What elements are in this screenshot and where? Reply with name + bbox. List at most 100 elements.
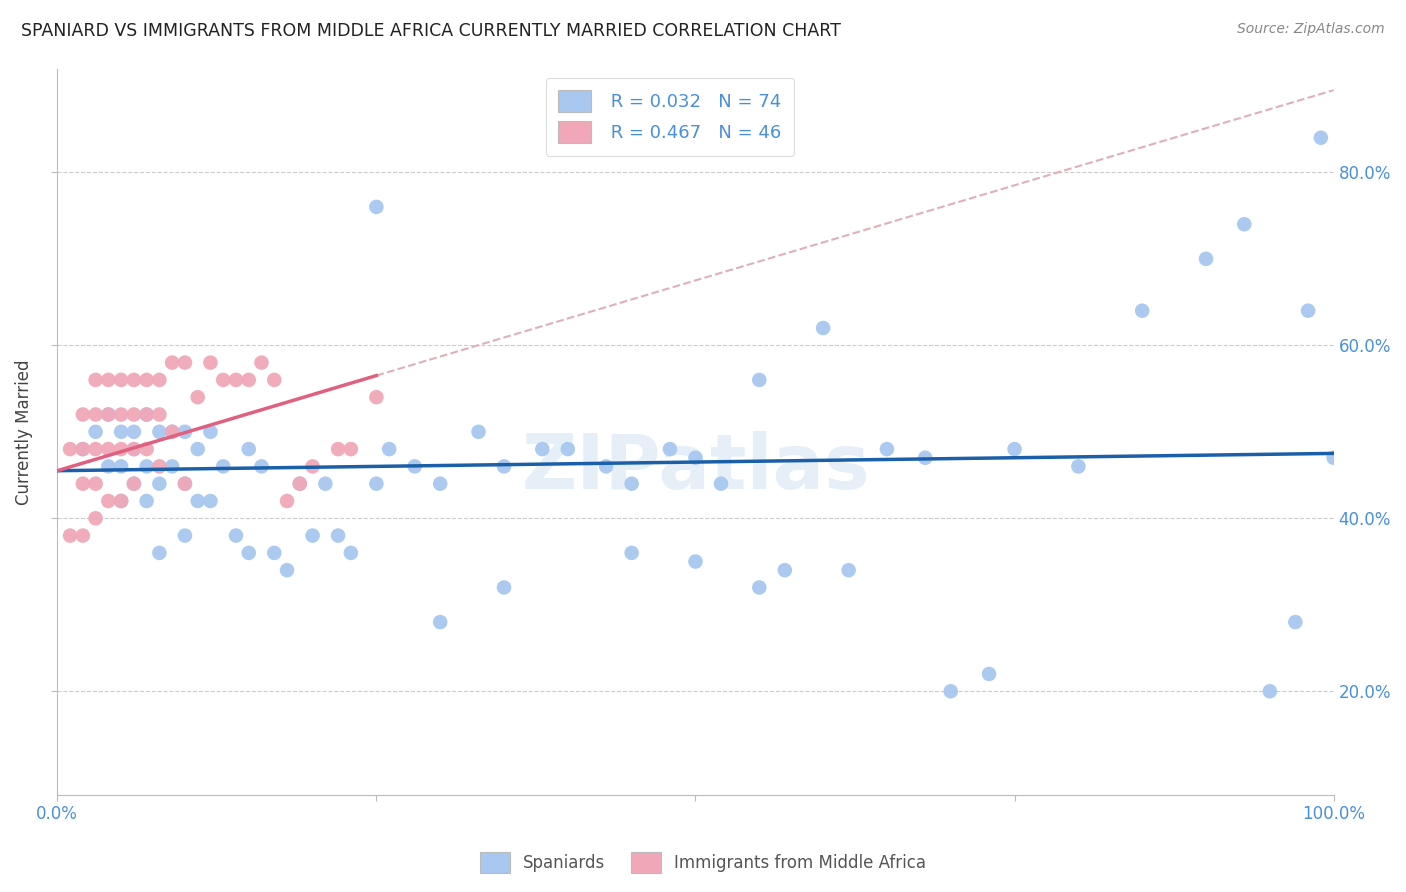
Point [250, 355, 273, 369]
Point [110, 459, 132, 474]
Point [314, 476, 336, 491]
Point [1258, 684, 1281, 698]
Point [174, 528, 197, 542]
Point [84, 442, 107, 456]
Point [1284, 615, 1306, 629]
Legend:  R = 0.032   N = 74,  R = 0.467   N = 46: R = 0.032 N = 74, R = 0.467 N = 46 [546, 78, 794, 156]
Point [1195, 252, 1218, 266]
Point [122, 373, 145, 387]
Point [122, 425, 145, 439]
Point [72, 408, 94, 422]
Point [200, 355, 222, 369]
Point [148, 476, 170, 491]
Point [187, 494, 209, 508]
Point [200, 425, 222, 439]
Point [174, 355, 197, 369]
Point [366, 476, 388, 491]
Point [72, 528, 94, 542]
Point [72, 476, 94, 491]
Point [97, 442, 120, 456]
Point [685, 555, 707, 569]
Point [429, 615, 451, 629]
Point [135, 408, 157, 422]
Point [97, 373, 120, 387]
Point [378, 442, 401, 456]
Point [492, 459, 515, 474]
Point [148, 408, 170, 422]
Point [1296, 303, 1319, 318]
Point [110, 408, 132, 422]
Point [557, 442, 579, 456]
Point [977, 667, 1000, 681]
Point [838, 563, 860, 577]
Point [238, 546, 260, 560]
Point [174, 425, 197, 439]
Point [404, 459, 426, 474]
Y-axis label: Currently Married: Currently Married [15, 359, 32, 505]
Point [1067, 459, 1090, 474]
Point [467, 425, 489, 439]
Point [212, 373, 235, 387]
Point [366, 200, 388, 214]
Point [97, 494, 120, 508]
Point [620, 476, 643, 491]
Point [135, 442, 157, 456]
Text: ZIPatlas: ZIPatlas [522, 431, 870, 505]
Point [122, 476, 145, 491]
Point [250, 459, 273, 474]
Point [288, 476, 311, 491]
Point [225, 373, 247, 387]
Point [110, 373, 132, 387]
Point [939, 684, 962, 698]
Point [225, 528, 247, 542]
Point [97, 408, 120, 422]
Point [263, 546, 285, 560]
Point [160, 425, 183, 439]
Text: Source: ZipAtlas.com: Source: ZipAtlas.com [1237, 22, 1385, 37]
Point [326, 528, 349, 542]
Legend: Spaniards, Immigrants from Middle Africa: Spaniards, Immigrants from Middle Africa [474, 846, 932, 880]
Point [110, 494, 132, 508]
Point [276, 563, 298, 577]
Point [263, 373, 285, 387]
Point [531, 442, 554, 456]
Point [110, 494, 132, 508]
Point [97, 459, 120, 474]
Point [1004, 442, 1026, 456]
Point [301, 459, 323, 474]
Point [366, 390, 388, 404]
Point [122, 442, 145, 456]
Point [148, 373, 170, 387]
Point [72, 442, 94, 456]
Point [187, 442, 209, 456]
Point [110, 425, 132, 439]
Point [1309, 130, 1331, 145]
Point [148, 459, 170, 474]
Point [174, 476, 197, 491]
Point [135, 459, 157, 474]
Point [59, 528, 82, 542]
Point [110, 442, 132, 456]
Point [122, 442, 145, 456]
Point [160, 459, 183, 474]
Text: SPANIARD VS IMMIGRANTS FROM MIDDLE AFRICA CURRENTLY MARRIED CORRELATION CHART: SPANIARD VS IMMIGRANTS FROM MIDDLE AFRIC… [21, 22, 841, 40]
Point [187, 390, 209, 404]
Point [658, 442, 681, 456]
Point [595, 459, 617, 474]
Point [135, 373, 157, 387]
Point [148, 546, 170, 560]
Point [148, 425, 170, 439]
Point [84, 373, 107, 387]
Point [160, 425, 183, 439]
Point [84, 408, 107, 422]
Point [914, 450, 936, 465]
Point [59, 442, 82, 456]
Point [276, 494, 298, 508]
Point [340, 442, 363, 456]
Point [122, 476, 145, 491]
Point [174, 476, 197, 491]
Point [72, 442, 94, 456]
Point [492, 581, 515, 595]
Point [160, 355, 183, 369]
Point [429, 476, 451, 491]
